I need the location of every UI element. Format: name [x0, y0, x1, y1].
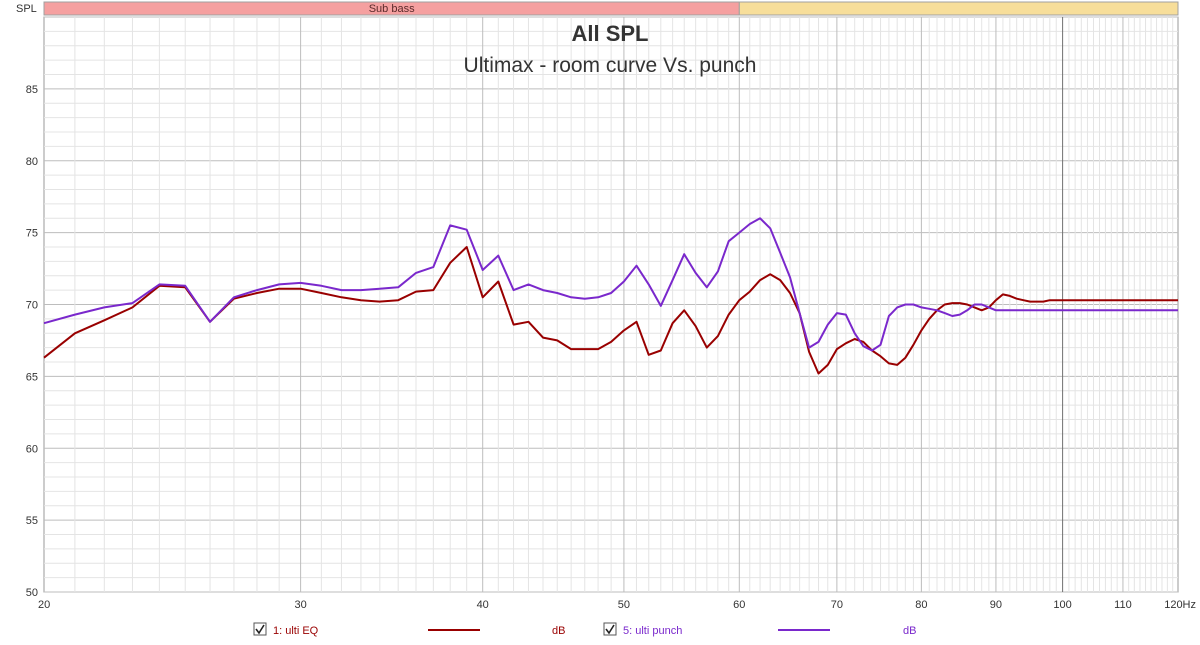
legend-checkbox-1[interactable] — [603, 622, 617, 636]
x-axis-ticks: 20 30 40 50 60 70 80 90 100 110 120Hz — [38, 599, 1196, 611]
series-line-1 — [43, 217, 1178, 352]
legend-series-name: 5: ulti punch — [623, 625, 682, 637]
y-axis-label: SPL — [16, 3, 37, 15]
y-tick-label: 75 — [26, 228, 38, 240]
y-tick-label: 80 — [26, 156, 38, 168]
grid — [44, 16, 1178, 593]
frequency-band-bar: Sub bass — [43, 1, 1179, 16]
checkmark-icon — [605, 624, 615, 635]
y-axis-ticks: 50 55 60 65 70 75 80 85 — [26, 84, 38, 599]
x-tick-label: 50 — [618, 599, 630, 611]
x-tick-label: 70 — [831, 599, 843, 611]
checkmark-icon — [255, 624, 265, 635]
y-tick-label: 50 — [26, 587, 38, 599]
series-lines — [43, 217, 1178, 375]
x-tick-label: 90 — [990, 599, 1002, 611]
y-tick-label: 65 — [26, 371, 38, 383]
legend-unit: dB — [552, 625, 565, 637]
x-tick-label: 110 — [1114, 599, 1132, 611]
y-tick-label: 70 — [26, 300, 38, 312]
x-tick-label: 120Hz — [1164, 599, 1196, 611]
legend-checkbox-0[interactable] — [253, 622, 267, 636]
legend-unit: dB — [903, 625, 916, 637]
y-tick-label: 55 — [26, 515, 38, 527]
y-tick-label: 60 — [26, 443, 38, 455]
legend-series-name: 1: ulti EQ — [273, 625, 319, 637]
x-tick-label: 20 — [38, 599, 50, 611]
band-label: Sub bass — [369, 3, 415, 15]
y-tick-label: 85 — [26, 84, 38, 96]
x-tick-label: 40 — [477, 599, 489, 611]
legend: 1: ulti EQ dB 5: ulti punch dB — [253, 622, 916, 637]
chart-subtitle: Ultimax - room curve Vs. punch — [464, 54, 757, 77]
x-tick-label: 100 — [1053, 599, 1071, 611]
x-tick-label: 30 — [294, 599, 306, 611]
series-line-0 — [43, 246, 1178, 375]
x-tick-label: 80 — [915, 599, 927, 611]
x-tick-label: 60 — [733, 599, 745, 611]
chart-title: All SPL — [571, 21, 648, 46]
band-segment-1 — [738, 1, 1179, 16]
